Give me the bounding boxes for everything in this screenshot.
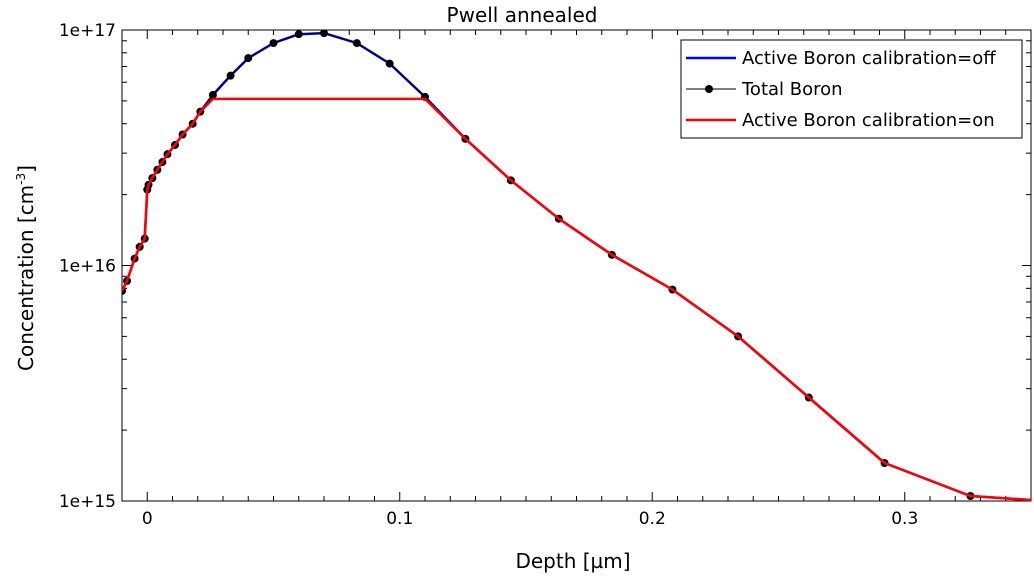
chart-title: Pwell annealed [447,3,598,27]
x-axis-label: Depth [µm] [515,549,630,573]
x-tick-label: 0.1 [386,509,413,529]
y-axis-label-sup: -3 [14,173,28,185]
x-tick-label: 0.2 [639,509,666,529]
ticks-layer: 0 0.1 0.2 0.3 1e+15 1e+16 1e+17 [59,21,1032,529]
y-axis-label-main: Concentration [cm [14,185,38,371]
legend-label-active-on: Active Boron calibration=on [742,110,995,131]
y-tick-label: 1e+17 [59,21,116,41]
legend-label-total: Total Boron [741,79,843,100]
total-boron-point [294,30,303,39]
series-active-on-line [122,97,1031,501]
total-boron-point [385,59,394,68]
legend: Active Boron calibration=off Total Boron… [680,39,1023,139]
y-tick-label: 1e+16 [59,257,116,277]
y-axis-label: Concentration [cm-3] [14,165,38,371]
y-axis-label-end: ] [14,165,38,173]
y-tick-label: 1e+15 [59,492,116,512]
x-tick-label: 0 [142,509,153,529]
plot-area: 0 0.1 0.2 0.3 1e+15 1e+16 1e+17 [59,21,1032,529]
total-boron-point [269,39,278,48]
legend-box [680,39,1023,139]
series-layer [122,30,1031,501]
x-tick-label: 0.3 [891,509,918,529]
total-boron-point [226,71,235,80]
total-boron-point [320,30,328,38]
total-boron-point [244,54,253,63]
total-boron-point [352,39,361,48]
legend-label-active-off: Active Boron calibration=off [742,48,996,69]
legend-marker-total [705,85,713,93]
total-boron-point [208,90,217,99]
